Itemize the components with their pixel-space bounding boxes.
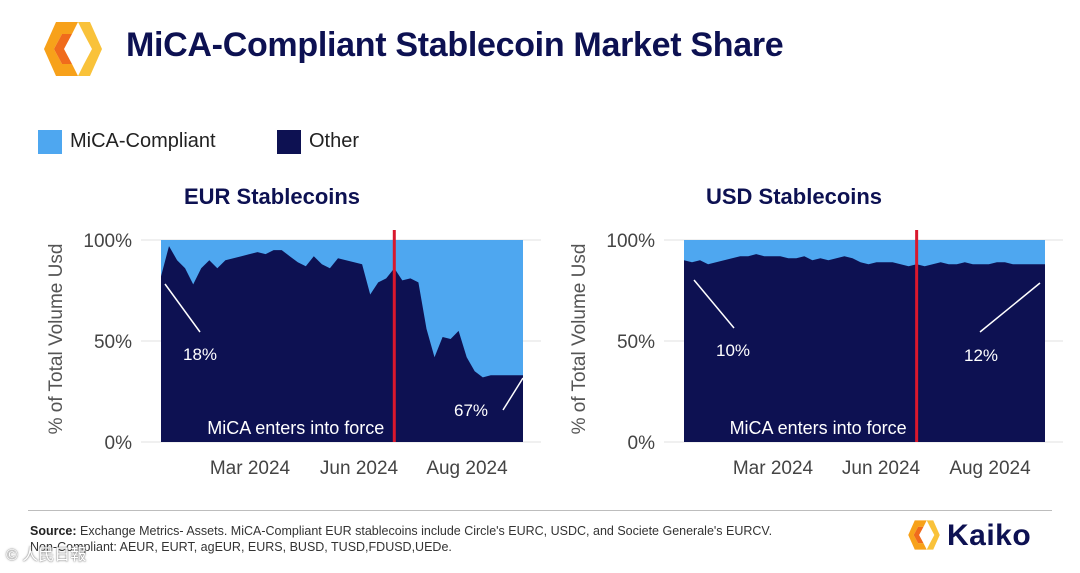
legend-swatch-other	[277, 130, 301, 154]
legend-item-compliant: MiCA-Compliant	[38, 128, 288, 156]
eur-xtick-0: Mar 2024	[210, 458, 291, 479]
usd-ylabel: % of Total Volume Usd	[569, 244, 590, 435]
footer-divider	[28, 510, 1052, 511]
legend-swatch-compliant	[38, 130, 62, 154]
eur-ytick-2: 100%	[83, 231, 132, 252]
noncompliant-text: Non-Compliant: AEUR, EURT, agEUR, EURS, …	[30, 540, 452, 554]
legend-label-other: Other	[309, 130, 360, 152]
usd-chart-title: USD Stablecoins	[706, 184, 883, 209]
eur-annotation-line-1	[502, 377, 524, 411]
eur-ytick-0: 0%	[105, 433, 133, 454]
eur-event-label: MiCA enters into force	[207, 418, 384, 438]
usd-annotation-line-0	[693, 279, 735, 329]
watermark: © 人民日報	[6, 547, 87, 564]
eur-annotation-line-0	[164, 283, 201, 333]
usd-ytick-0: 0%	[628, 433, 656, 454]
legend-label-compliant: MiCA-Compliant	[70, 130, 216, 152]
eur-annotation-label-0: 18%	[183, 345, 217, 364]
usd-annotation-label-0: 10%	[716, 341, 750, 360]
kaiko-brand-icon	[908, 520, 940, 550]
legend-item-other: Other	[277, 128, 527, 156]
eur-chart-title: EUR Stablecoins	[184, 184, 361, 209]
usd-area-other	[684, 254, 1045, 442]
eur-ytick-1: 50%	[94, 332, 132, 353]
usd-xtick-2: Aug 2024	[949, 458, 1031, 479]
usd-event-label: MiCA enters into force	[730, 418, 907, 438]
kaiko-logo-icon	[44, 22, 102, 76]
eur-ylabel: % of Total Volume Usd	[46, 244, 67, 435]
source-label: Source:	[30, 524, 77, 538]
source-text: Exchange Metrics- Assets. MiCA-Compliant…	[80, 524, 773, 538]
usd-ytick-1: 50%	[617, 332, 655, 353]
usd-annotation-label-1: 12%	[964, 346, 998, 365]
kaiko-brand-name: Kaiko	[947, 519, 1032, 552]
source-note: Source: Exchange Metrics- Assets. MiCA-C…	[30, 523, 880, 555]
page-title: MiCA-Compliant Stablecoin Market Share	[126, 26, 784, 64]
usd-annotation-line-1	[979, 282, 1041, 333]
eur-xtick-1: Jun 2024	[320, 458, 399, 479]
eur-area-other	[161, 246, 523, 442]
usd-xtick-1: Jun 2024	[842, 458, 921, 479]
charts-canvas: MiCA enters into force 18% 67% 0% 50% 100% % o…	[46, 230, 1063, 479]
usd-xtick-0: Mar 2024	[733, 458, 814, 479]
eur-xtick-2: Aug 2024	[426, 458, 508, 479]
kaiko-brand: Kaiko	[905, 515, 1065, 555]
usd-ytick-2: 100%	[606, 231, 655, 252]
eur-annotation-label-1: 67%	[454, 401, 488, 420]
